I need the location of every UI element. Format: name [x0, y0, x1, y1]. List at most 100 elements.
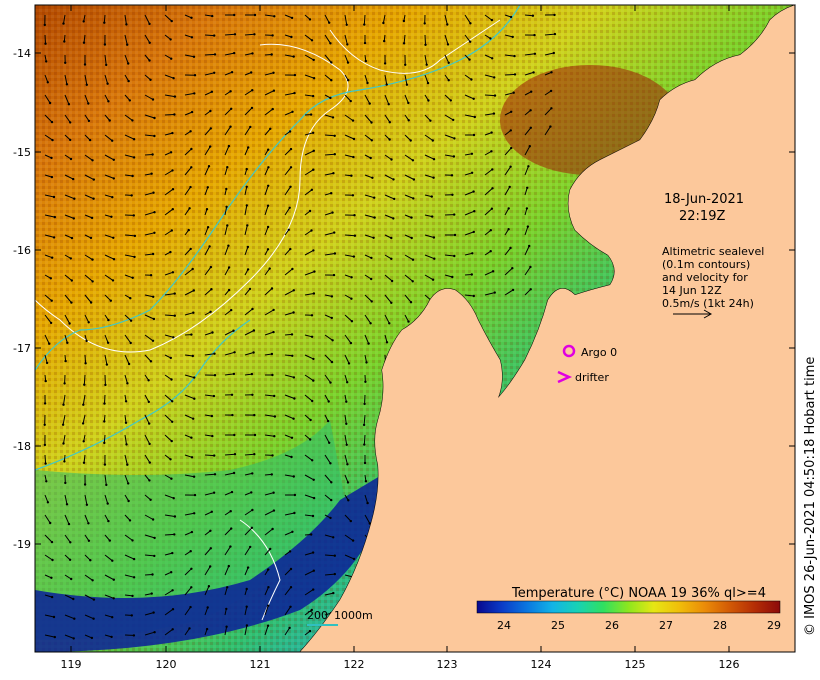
velocity-arrow [244, 147, 249, 156]
velocity-arrow-head [213, 454, 216, 457]
velocity-arrow [224, 587, 228, 596]
velocity-arrow-head [290, 16, 294, 20]
velocity-arrow-head [289, 147, 293, 151]
velocity-arrow-head [127, 482, 130, 485]
velocity-arrow [204, 34, 215, 37]
velocity-arrow [164, 608, 174, 616]
velocity-arrow-head [66, 341, 69, 344]
velocity-arrow [144, 434, 151, 445]
velocity-arrow [284, 268, 293, 276]
velocity-arrow-head [89, 301, 93, 304]
velocity-arrow-head [253, 13, 257, 17]
velocity-arrow-head [313, 270, 316, 273]
velocity-arrow-head [472, 230, 475, 234]
velocity-arrow [304, 150, 315, 156]
velocity-arrow [324, 134, 335, 137]
velocity-arrow-head [349, 99, 352, 103]
velocity-arrow [184, 268, 194, 276]
velocity-arrow [404, 274, 414, 282]
velocity-arrow [224, 626, 228, 636]
velocity-arrow-head [227, 144, 231, 148]
lon-tick-label: 125 [625, 658, 646, 671]
velocity-arrow-head [107, 318, 110, 322]
sealevel-note-line: 14 Jun 12Z [662, 284, 722, 297]
velocity-arrow-head [191, 267, 194, 271]
velocity-arrow-head [430, 195, 433, 198]
velocity-arrow-head [513, 54, 516, 58]
velocity-arrow [403, 34, 406, 44]
velocity-arrow [244, 107, 253, 116]
velocity-arrow-head [288, 550, 292, 553]
velocity-arrow [124, 234, 135, 237]
velocity-arrow-head [44, 42, 47, 45]
velocity-arrow-head [49, 321, 53, 325]
velocity-arrow-head [127, 62, 130, 65]
velocity-arrow-head [409, 139, 412, 142]
velocity-arrow-head [111, 279, 115, 282]
velocity-arrow-head [149, 274, 153, 277]
velocity-arrow [44, 354, 48, 364]
velocity-arrow [64, 534, 71, 543]
velocity-arrow-head [385, 341, 389, 344]
velocity-arrow-head [210, 510, 213, 513]
velocity-arrow-head [453, 254, 456, 258]
velocity-arrow-head [366, 81, 369, 85]
velocity-arrow [424, 74, 429, 84]
velocity-arrow [264, 167, 269, 176]
velocity-arrow-head [210, 90, 214, 94]
velocity-arrow [304, 354, 314, 360]
velocity-arrow [144, 354, 152, 362]
velocity-arrow-head [110, 215, 113, 218]
velocity-arrow-head [353, 234, 357, 237]
velocity-arrow-head [245, 185, 248, 188]
velocity-arrow-head [126, 382, 129, 385]
latitude-ticks: -14 -15 -16 -17 -18 -19 [13, 47, 31, 551]
velocity-arrow-head [210, 288, 213, 291]
velocity-arrow-head [153, 536, 156, 540]
velocity-arrow-head [190, 530, 194, 534]
velocity-arrow [184, 111, 193, 116]
velocity-arrow [244, 33, 255, 36]
velocity-arrow-head [209, 265, 213, 269]
velocity-arrow-head [171, 271, 175, 274]
velocity-arrow [164, 589, 173, 596]
velocity-arrow-head [446, 43, 450, 46]
velocity-arrow [384, 114, 391, 123]
velocity-arrow-head [230, 107, 233, 111]
velocity-arrow [104, 554, 113, 562]
velocity-arrow-head [330, 481, 333, 484]
velocity-arrow-head [246, 245, 250, 249]
velocity-arrow-head [50, 120, 54, 124]
velocity-arrow-head [362, 423, 366, 427]
velocity-arrow-head [350, 320, 354, 323]
velocity-arrow [164, 14, 173, 22]
velocity-arrow-head [423, 22, 426, 25]
velocity-arrow [324, 314, 332, 319]
velocity-arrow [144, 534, 155, 539]
velocity-arrow [224, 453, 236, 456]
velocity-arrow-head [245, 587, 248, 591]
velocity-arrow-head [270, 352, 274, 356]
velocity-arrow [164, 434, 173, 442]
velocity-arrow [224, 225, 228, 236]
velocity-arrow [344, 334, 352, 344]
velocity-arrow-head [310, 533, 313, 536]
velocity-arrow-head [291, 267, 294, 271]
velocity-arrow-head [289, 586, 293, 589]
velocity-arrow [204, 607, 209, 616]
velocity-arrow [444, 94, 452, 101]
copyright-label: © IMOS 26-Jun-2021 04:50:18 Hobart time [803, 357, 818, 636]
velocity-arrow [484, 270, 494, 276]
velocity-arrow-head [189, 605, 192, 609]
velocity-arrow [164, 293, 175, 296]
velocity-arrow-head [43, 423, 46, 426]
velocity-arrow [484, 113, 494, 116]
velocity-arrow [404, 194, 414, 199]
velocity-arrow-head [409, 301, 413, 304]
velocity-arrow-head [411, 280, 414, 283]
velocity-arrow-head [253, 433, 257, 437]
velocity-arrow [524, 166, 529, 176]
velocity-arrow [104, 54, 107, 65]
velocity-arrow-head [347, 362, 351, 365]
colorbar-tick-label: 24 [497, 619, 511, 632]
